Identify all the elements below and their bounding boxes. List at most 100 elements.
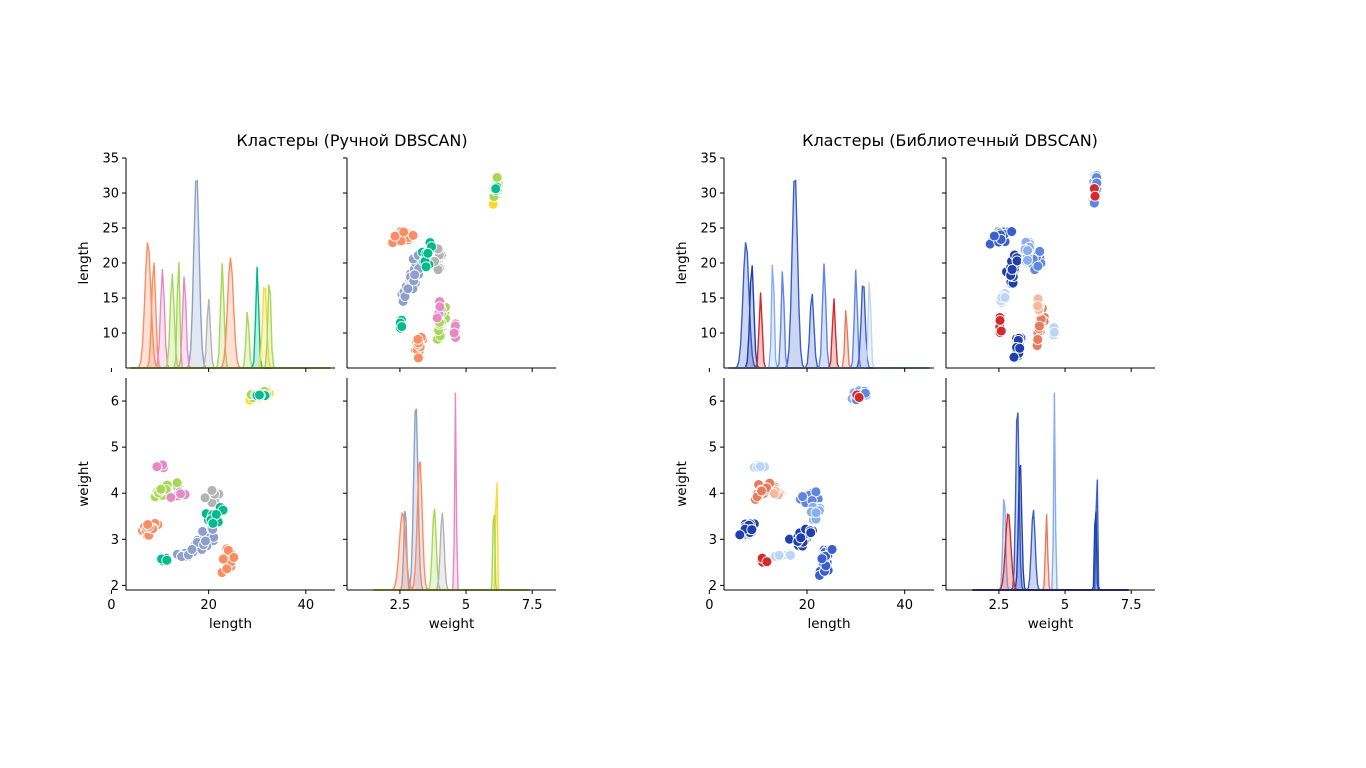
kde-area bbox=[972, 511, 1129, 590]
data-point bbox=[434, 301, 446, 313]
x-tick-label: 0 bbox=[705, 598, 713, 613]
y-tick-label: 3 bbox=[111, 533, 119, 548]
data-point bbox=[826, 543, 838, 555]
kde-curve bbox=[373, 408, 530, 591]
kde-curve bbox=[972, 464, 1129, 591]
x-tick-label: 2.5 bbox=[989, 598, 1010, 613]
kde-area bbox=[373, 392, 530, 590]
kde-curve bbox=[972, 479, 1129, 591]
data-point bbox=[228, 551, 240, 563]
panel-length-vs-weight bbox=[942, 157, 1155, 372]
kde-area bbox=[972, 392, 1129, 590]
kde-area bbox=[373, 513, 530, 590]
y-tick-label: 10 bbox=[700, 327, 717, 342]
y-tick-label: 35 bbox=[102, 152, 119, 167]
panel-length-vs-length: 10 15 20 25 30 35 length bbox=[76, 152, 335, 372]
kde-curve bbox=[972, 510, 1129, 591]
data-point bbox=[206, 484, 218, 496]
y-tick-label: 15 bbox=[700, 292, 717, 307]
x-tick-label: 7.5 bbox=[522, 598, 543, 613]
panel-weight-vs-length: 2 3 4 5 6 0 20 40 length weight bbox=[76, 378, 335, 632]
y-tick-label: 5 bbox=[111, 441, 119, 456]
kde-curve bbox=[972, 392, 1129, 591]
kde-area bbox=[972, 412, 1129, 590]
panel-weight-vs-weight: 2.5 5 7.5 weight bbox=[942, 378, 1155, 632]
y-tick-label: 6 bbox=[709, 395, 717, 410]
data-point bbox=[197, 526, 209, 537]
y-tick-label: 10 bbox=[102, 327, 119, 342]
kde-area bbox=[130, 262, 331, 368]
data-point bbox=[1022, 254, 1034, 266]
data-point bbox=[1032, 334, 1044, 345]
kde-area bbox=[130, 257, 331, 368]
y-axis-label: weight bbox=[76, 461, 92, 507]
data-point bbox=[768, 488, 780, 499]
data-point bbox=[994, 315, 1006, 326]
data-point bbox=[1032, 260, 1044, 272]
kde-area bbox=[972, 510, 1129, 590]
kde-curve bbox=[972, 412, 1129, 591]
y-tick-label: 2 bbox=[111, 579, 119, 594]
data-point bbox=[746, 524, 758, 536]
kde-curve bbox=[373, 511, 530, 591]
data-point bbox=[422, 247, 434, 259]
x-tick-label: 5 bbox=[1061, 598, 1069, 613]
data-point bbox=[795, 532, 807, 544]
kde-curve bbox=[972, 499, 1129, 591]
data-point bbox=[754, 461, 766, 472]
y-tick-label: 35 bbox=[700, 152, 717, 167]
data-point bbox=[207, 517, 219, 529]
data-point bbox=[402, 283, 414, 295]
kde-area bbox=[972, 499, 1129, 590]
data-point bbox=[200, 535, 211, 547]
panel-length-vs-length: 10 15 20 25 30 35 length bbox=[674, 152, 934, 372]
y-tick-label: 5 bbox=[709, 441, 717, 456]
data-point bbox=[761, 556, 773, 568]
data-point bbox=[165, 492, 177, 503]
kde-area bbox=[728, 265, 930, 368]
kde-area bbox=[373, 511, 530, 590]
data-point bbox=[995, 325, 1007, 337]
kde-area bbox=[972, 514, 1129, 590]
pairplot-1: Кластеры (Библиотечный DBSCAN)1015202530… bbox=[674, 131, 1155, 632]
x-tick-label: 20 bbox=[799, 598, 816, 613]
x-tick-label: 7.5 bbox=[1121, 598, 1142, 613]
data-point bbox=[253, 389, 265, 401]
data-point bbox=[756, 485, 768, 497]
y-tick-label: 20 bbox=[102, 257, 119, 272]
y-tick-label: 4 bbox=[709, 487, 717, 502]
data-point bbox=[199, 492, 211, 504]
data-point bbox=[389, 230, 401, 242]
y-axis-label: length bbox=[76, 241, 92, 284]
kde-curve bbox=[972, 511, 1129, 591]
data-point bbox=[1008, 351, 1020, 363]
y-tick-label: 15 bbox=[102, 292, 119, 307]
data-point bbox=[409, 269, 421, 281]
y-tick-label: 6 bbox=[111, 395, 119, 410]
y-axis-label: length bbox=[674, 241, 690, 284]
data-point bbox=[420, 261, 432, 273]
kde-area bbox=[373, 408, 530, 590]
kde-area bbox=[130, 242, 331, 368]
x-tick-label: 40 bbox=[298, 598, 315, 613]
data-point bbox=[1022, 245, 1034, 257]
data-point bbox=[816, 553, 828, 565]
kde-area bbox=[972, 465, 1129, 590]
data-point bbox=[1089, 190, 1101, 202]
data-point bbox=[396, 321, 408, 332]
pairplot-0: Кластеры (Ручной DBSCAN)101520253035leng… bbox=[76, 131, 556, 632]
data-point bbox=[810, 507, 822, 519]
y-tick-label: 3 bbox=[709, 533, 717, 548]
data-point bbox=[398, 226, 410, 238]
data-point bbox=[175, 488, 187, 500]
data-point bbox=[151, 461, 163, 473]
panel-length-vs-weight bbox=[343, 157, 556, 372]
data-point bbox=[217, 553, 229, 565]
data-point bbox=[412, 333, 424, 345]
data-point bbox=[221, 563, 233, 575]
chart-title: Кластеры (Библиотечный DBSCAN) bbox=[802, 131, 1098, 150]
data-point bbox=[734, 529, 746, 541]
data-point bbox=[1032, 300, 1044, 312]
kde-area bbox=[972, 479, 1129, 590]
